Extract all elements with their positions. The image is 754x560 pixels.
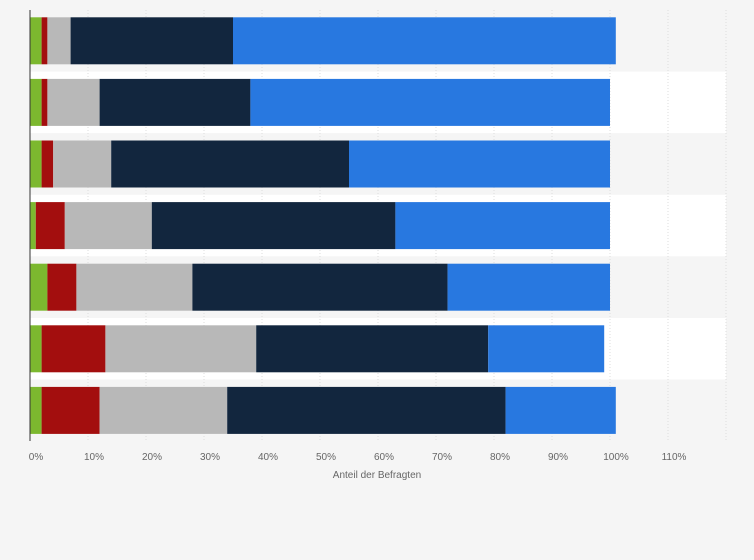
x-tick-label: 30% [200,452,220,463]
x-tick-label: 90% [548,452,568,463]
bar-segment-row3-series3 [53,140,112,188]
bar-segment-row3-series5 [349,140,610,188]
bar-segment-row3-series2 [41,140,54,188]
x-tick-label: 70% [432,452,452,463]
bar-segment-row7-series3 [99,386,228,434]
bar-segment-row4-series1 [30,202,36,250]
x-tick-label: 110% [662,452,687,463]
bar-segment-row5-series1 [30,263,48,311]
bar-segment-row1-series4 [70,17,233,65]
x-axis-ticks: 0% 10% 20% 30% 40% 50% 60% 70% 80% 90% 100% 110% [29,452,687,463]
bar-segment-row5-series4 [192,263,448,311]
x-tick-label: 40% [258,452,278,463]
bar-segment-row6-series2 [41,325,106,373]
bar-segment-row1-series2 [41,17,48,65]
bar-segment-row6-series4 [256,325,489,373]
bar-segment-row4-series2 [35,202,65,250]
bar-segment-row4-series3 [64,202,152,250]
bar-segment-row7-series4 [227,386,506,434]
x-tick-label: 80% [490,452,510,463]
bar-segment-row3-series1 [30,140,42,188]
bar-segment-row2-series5 [250,78,610,126]
x-tick-label: 20% [142,452,162,463]
bar-segment-row5-series3 [76,263,193,311]
bar-segment-row2-series3 [47,78,100,126]
bar-segment-row7-series1 [30,386,42,434]
bar-segment-row4-series5 [395,202,610,250]
bar-segment-row6-series1 [30,325,42,373]
bar-segment-row2-series4 [99,78,251,126]
bar-segment-row1-series3 [47,17,71,65]
bar-segment-row3-series4 [111,140,349,188]
bar-segment-row5-series5 [447,263,610,311]
bar-segment-row6-series5 [488,325,605,373]
x-tick-label: 0% [29,452,44,463]
bar-segment-row7-series5 [505,386,616,434]
bar-segment-row2-series1 [30,78,42,126]
x-tick-label: 10% [84,452,104,463]
bar-segment-row4-series4 [151,202,396,250]
bar-segment-row1-series1 [30,17,42,65]
x-tick-label: 100% [603,452,629,463]
bar-segment-row5-series2 [47,263,77,311]
bar-segment-row1-series5 [233,17,616,65]
bar-segment-row2-series2 [41,78,48,126]
x-tick-label: 60% [374,452,394,463]
bar-segment-row6-series3 [105,325,257,373]
x-axis-title: Anteil der Befragten [333,470,421,481]
x-tick-label: 50% [316,452,336,463]
bar-segment-row7-series2 [41,386,100,434]
bars [30,17,616,434]
